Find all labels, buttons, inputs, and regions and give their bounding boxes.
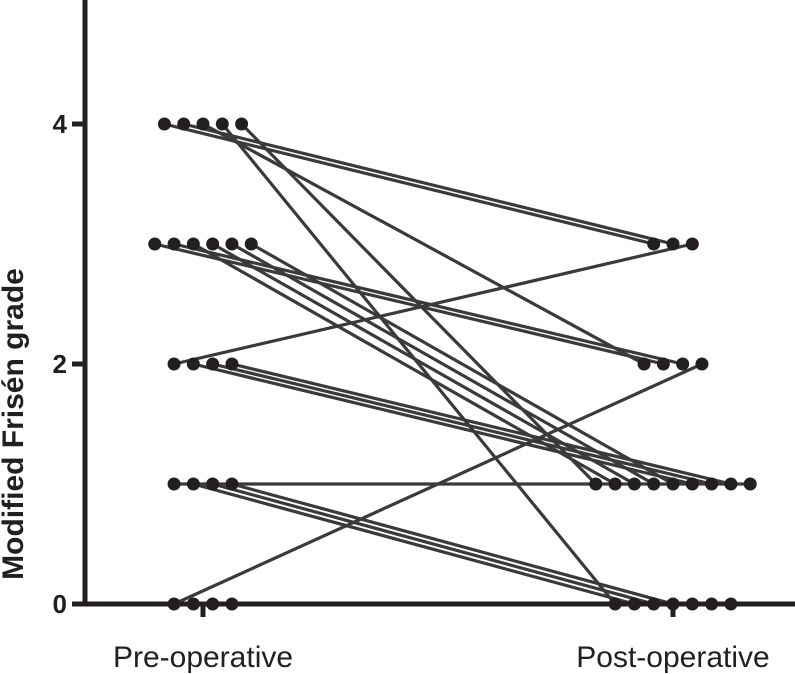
pair-line	[173, 362, 703, 606]
pre-operative-point	[186, 477, 200, 491]
post-operative-point	[647, 477, 661, 491]
pre-operative-point	[167, 357, 181, 371]
pre-operative-point	[196, 117, 210, 131]
pair-line	[164, 122, 655, 246]
pre-operative-point	[148, 237, 162, 251]
pre-operative-point	[225, 357, 239, 371]
post-operative-point	[705, 477, 719, 491]
pair-line	[212, 482, 655, 606]
pre-operative-point	[206, 237, 220, 251]
pre-operative-point	[235, 117, 249, 131]
pair-line	[154, 242, 664, 366]
post-operative-point	[685, 477, 699, 491]
pair-line	[250, 242, 674, 486]
post-operative-point	[666, 237, 680, 251]
pair-line	[192, 362, 693, 486]
axis-labels: 0 2 4 Pre-operative Post-operative Modified F…	[0, 109, 770, 674]
pre-operative-point	[225, 477, 239, 491]
y-tick-label: 4	[53, 109, 68, 139]
pair-line	[173, 242, 693, 366]
pair-line	[192, 242, 616, 486]
pre-operative-point	[215, 117, 229, 131]
pre-operative-point	[167, 237, 181, 251]
post-operative-point	[637, 357, 651, 371]
pre-operative-point	[206, 357, 220, 371]
x-category-label: Pre-operative	[113, 641, 293, 674]
pre-operative-point	[186, 357, 200, 371]
pair-line	[240, 122, 597, 486]
post-operative-point	[676, 357, 690, 371]
post-operative-point	[589, 477, 603, 491]
post-operative-point	[724, 477, 738, 491]
post-operative-point	[666, 477, 680, 491]
post-operative-point	[685, 237, 699, 251]
pair-line	[183, 122, 674, 246]
pre-operative-point	[225, 237, 239, 251]
y-axis-title: Modified Frisén grade	[0, 268, 30, 580]
y-tick-label: 0	[53, 589, 67, 619]
pre-operative-point	[186, 237, 200, 251]
x-category-label: Post-operative	[576, 641, 769, 674]
post-operative-point	[627, 477, 641, 491]
post-operative-point	[608, 477, 622, 491]
axes	[72, 0, 795, 617]
post-operative-point	[695, 357, 709, 371]
pair-line	[231, 482, 674, 606]
pair-line	[202, 122, 645, 366]
pre-operative-point	[177, 117, 191, 131]
pair-line	[231, 362, 732, 486]
pair-line	[211, 242, 636, 486]
pair-line	[192, 482, 635, 606]
pre-operative-point	[157, 117, 171, 131]
pair-line	[221, 122, 617, 606]
post-operative-point	[743, 477, 757, 491]
pre-operative-point	[167, 477, 181, 491]
y-tick-label: 2	[53, 349, 67, 379]
post-operative-point	[656, 357, 670, 371]
pair-line	[231, 242, 655, 486]
pair-line	[212, 362, 712, 486]
pre-operative-point	[206, 477, 220, 491]
post-operative-point	[647, 237, 661, 251]
pre-operative-point	[244, 237, 258, 251]
